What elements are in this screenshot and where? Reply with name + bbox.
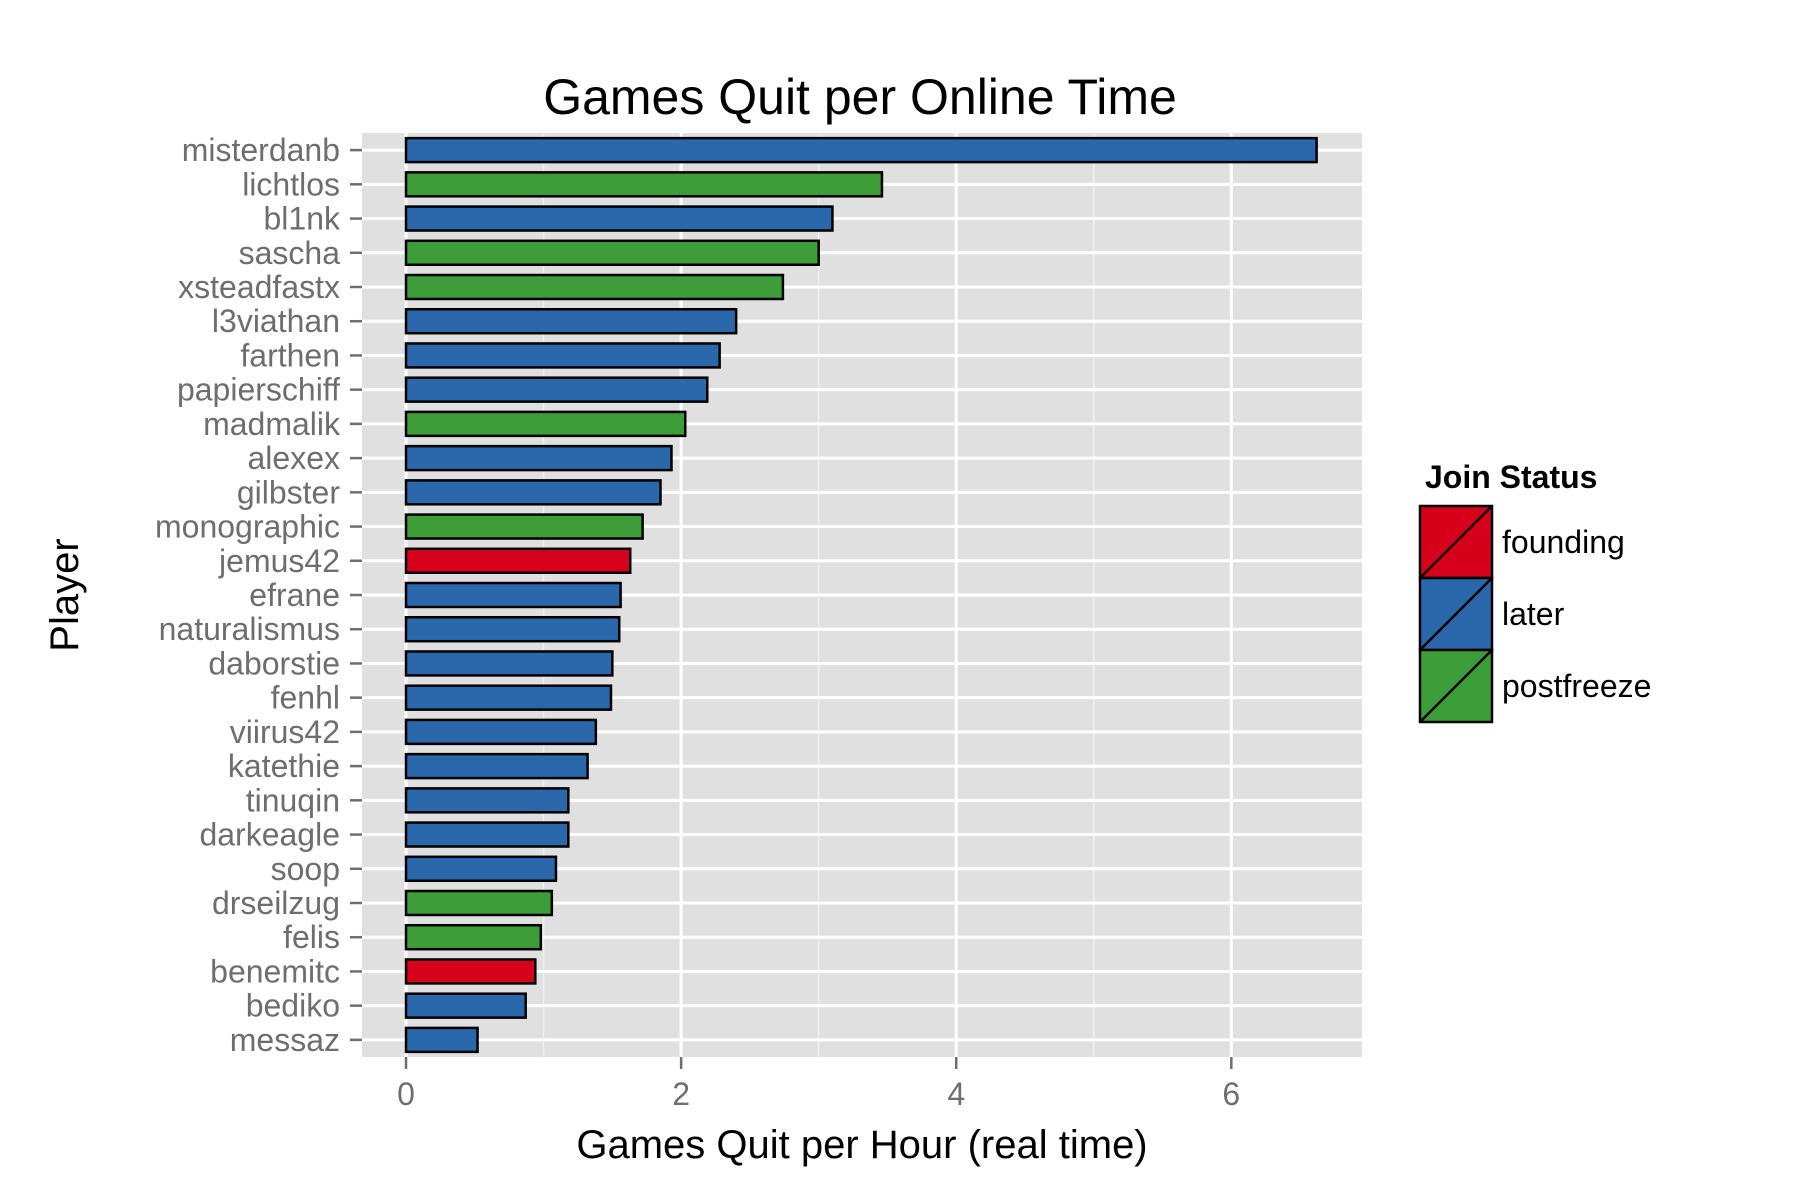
bar-lichtlos (404, 171, 884, 198)
x-axis-title: Games Quit per Hour (real time) (576, 1123, 1147, 1167)
legend-items: founding later postfreeze (1418, 504, 1651, 724)
legend-title: Join Status (1425, 459, 1597, 495)
bar-l3viathan (404, 307, 738, 335)
y-tick-label: fenhl (271, 680, 340, 716)
legend-label-founding: founding (1502, 524, 1625, 560)
bar-drseilzug (404, 889, 554, 917)
y-tick-label: l3viathan (212, 303, 340, 339)
bar-naturalismus (404, 615, 621, 643)
bar-efrane (404, 581, 622, 609)
y-tick-label: drseilzug (212, 885, 340, 921)
x-tick-label: 6 (1222, 1076, 1240, 1112)
bar-soop (404, 855, 558, 883)
bar-sascha (404, 239, 820, 267)
bar-xsteadfastx (404, 273, 785, 301)
bar-gilbster (404, 479, 662, 506)
y-tick-label: bl1nk (264, 201, 342, 237)
y-axis: misterdanblichtlosbl1nksaschaxsteadfastx… (155, 132, 362, 1058)
x-tick-label: 0 (397, 1076, 415, 1112)
bar-felis (404, 923, 543, 951)
legend-key-diagonal (1419, 505, 1493, 579)
bar-alexex (404, 444, 673, 472)
legend-label-postfreeze: postfreeze (1502, 668, 1651, 704)
y-tick-label: papierschiff (177, 372, 340, 408)
y-tick-label: darkeagle (199, 817, 340, 853)
bar-bediko (404, 992, 527, 1019)
y-tick-label: monographic (155, 509, 340, 545)
x-tick-label: 4 (947, 1076, 965, 1112)
y-tick-label: benemitc (210, 953, 340, 989)
bar-messaz (404, 1026, 479, 1054)
y-tick-label: katethie (228, 748, 340, 784)
y-tick-label: sascha (239, 235, 341, 271)
bars-group (404, 136, 1318, 1054)
bar-benemitc (404, 958, 537, 985)
legend-key-diagonal (1419, 577, 1493, 651)
y-tick-label: gilbster (237, 474, 341, 510)
y-tick-label: tinuqin (246, 782, 340, 818)
chart-title: Games Quit per Online Time (543, 69, 1177, 125)
x-axis: 0 2 4 6 (397, 1057, 1240, 1112)
bar-madmalik (404, 410, 687, 438)
y-tick-label: xsteadfastx (178, 269, 340, 305)
bar-misterdanb (404, 136, 1318, 164)
y-tick-label: daborstie (208, 645, 340, 681)
y-axis-title: Player (43, 538, 87, 651)
bar-papierschiff (404, 376, 709, 403)
legend-key-diagonal (1419, 649, 1493, 723)
bar-jemus42 (404, 547, 632, 575)
y-tick-label: bediko (246, 988, 340, 1024)
x-tick-label: 2 (672, 1076, 690, 1112)
y-tick-label: alexex (248, 440, 341, 476)
bar-katethie (404, 752, 589, 780)
y-tick-label: jemus42 (218, 543, 340, 579)
bar-tinuqin (404, 787, 570, 814)
y-tick-label: viirus42 (230, 714, 340, 750)
bar-bl1nk (404, 205, 834, 232)
bar-monographic (404, 513, 644, 540)
y-tick-label: madmalik (203, 406, 341, 442)
legend-label-later: later (1502, 596, 1565, 632)
bar-fenhl (404, 684, 613, 711)
legend: Join Status founding later postfreeze (1418, 459, 1651, 724)
y-tick-label: efrane (249, 577, 340, 613)
y-tick-label: misterdanb (182, 132, 340, 168)
y-tick-label: naturalismus (159, 611, 340, 647)
y-tick-label: lichtlos (242, 166, 340, 202)
bar-farthen (404, 342, 721, 369)
y-tick-label: felis (283, 919, 340, 955)
bar-daborstie (404, 650, 614, 677)
bar-darkeagle (404, 821, 570, 848)
y-tick-label: soop (271, 851, 340, 887)
bar-viirus42 (404, 718, 598, 746)
y-tick-label: messaz (230, 1022, 340, 1058)
y-tick-label: farthen (240, 337, 340, 373)
